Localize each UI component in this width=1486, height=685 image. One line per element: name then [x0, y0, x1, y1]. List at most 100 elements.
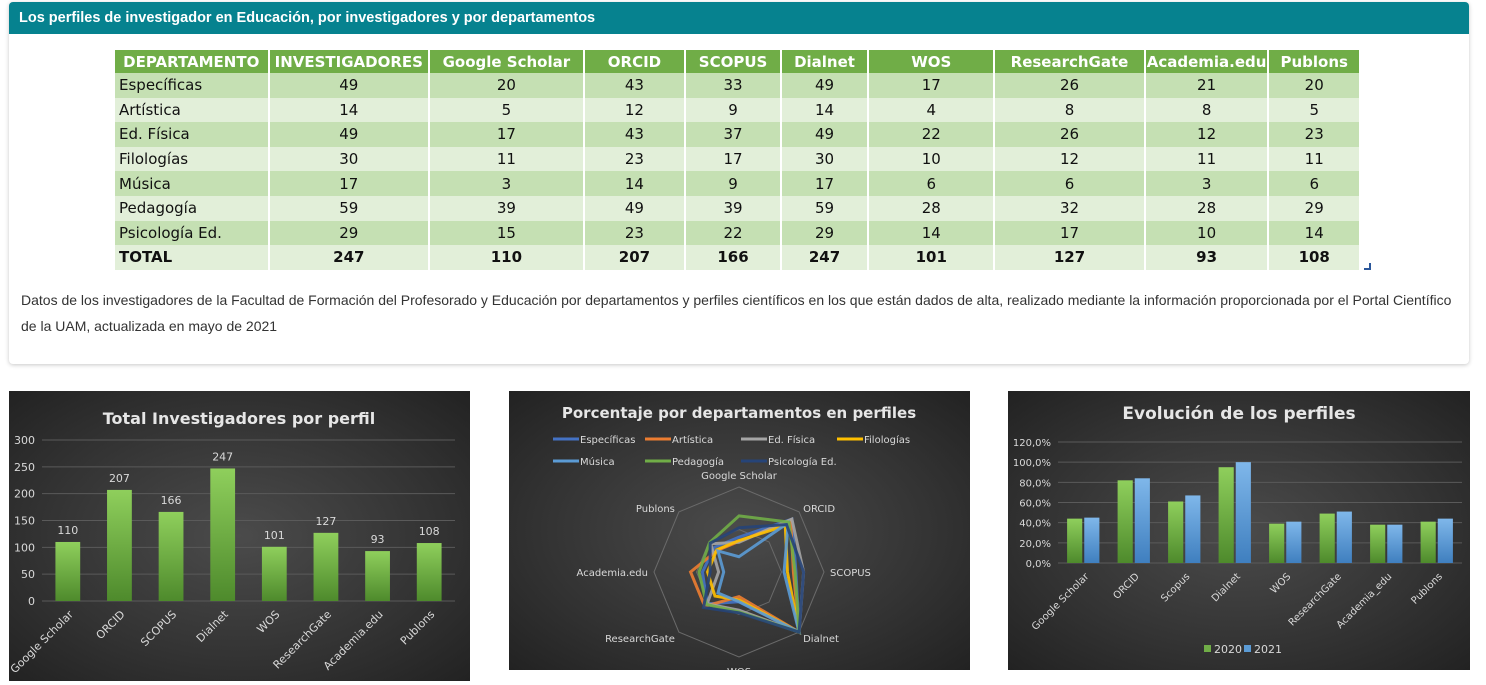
table-row: Artística 14 5 12 9 14 4 8 8 5	[115, 97, 1361, 123]
y-tick-label: 0	[28, 595, 35, 608]
bar	[1319, 513, 1335, 563]
chart-evolution-panel: Evolución de los perfiles 0,0% 20,0% 40,0% 6…	[1008, 391, 1470, 670]
radar-axis-label: ResearchGate	[605, 634, 675, 645]
x-tick-label: Scopus	[1159, 571, 1192, 604]
department-cell: TOTAL	[115, 245, 270, 270]
data-label: 93	[371, 533, 385, 546]
value-cell: 12	[583, 97, 687, 123]
value-cell: 23	[1268, 122, 1361, 147]
x-tick-label: ResearchGate	[1287, 571, 1344, 628]
x-tick-label: ORCID	[1111, 571, 1142, 602]
y-tick-label: 250	[14, 461, 35, 474]
legend-label: Pedagogía	[672, 456, 724, 468]
column-header: WOS	[868, 50, 996, 73]
bar	[1420, 521, 1436, 563]
column-header: Academia.edu	[1144, 50, 1270, 73]
value-cell: 8	[994, 97, 1146, 123]
info-card: Los perfiles de investigador en Educació…	[9, 2, 1469, 364]
value-cell: 32	[994, 195, 1146, 221]
x-tick-label: Google Scholar	[1030, 571, 1092, 633]
value-cell: 59	[268, 195, 431, 221]
bar	[1269, 523, 1285, 563]
radar-axis-label: Academia.edu	[577, 568, 648, 579]
data-label: 166	[161, 494, 182, 507]
department-cell: Pedagogía	[115, 195, 270, 221]
department-cell: Ed. Física	[115, 122, 270, 147]
value-cell: 14	[1268, 220, 1361, 246]
bar	[55, 541, 81, 601]
value-cell: 39	[429, 195, 585, 221]
table-wrapper: DEPARTAMENTO INVESTIGADORES Google Scholar…	[115, 50, 1371, 270]
value-cell: 10	[1144, 220, 1270, 246]
radar-axis-label: ORCID	[803, 504, 835, 515]
value-cell: 247	[780, 245, 870, 270]
x-tick-label: Dialnet	[194, 607, 232, 645]
table-caption: Datos de los investigadores de la Facult…	[21, 292, 1452, 334]
value-cell: 26	[994, 73, 1146, 98]
value-cell: 29	[780, 220, 870, 246]
y-tick-label: 20,0%	[1019, 539, 1051, 550]
chart-radar-panel: Porcentaje por departamentos en perfiles…	[509, 391, 970, 670]
value-cell: 3	[1144, 171, 1270, 196]
data-label: 110	[57, 524, 78, 537]
researchers-table: DEPARTAMENTO INVESTIGADORES Google Scholar…	[115, 50, 1361, 270]
value-cell: 6	[868, 171, 996, 196]
bar	[1387, 524, 1403, 563]
value-cell: 49	[583, 195, 687, 221]
table-row: Pedagogía 59 39 49 39 59 28 32 28 29	[115, 195, 1361, 221]
value-cell: 29	[1268, 195, 1361, 221]
data-label: 207	[109, 472, 130, 485]
bar	[1336, 511, 1352, 563]
data-label: 127	[315, 515, 336, 528]
column-header: Google Scholar	[429, 50, 585, 73]
value-cell: 17	[780, 171, 870, 196]
radar-axis-label: SCOPUS	[830, 568, 871, 579]
legend-swatch	[1204, 645, 1211, 652]
value-cell: 14	[868, 220, 996, 246]
card-title: Los perfiles de investigador en Educació…	[9, 2, 1469, 34]
value-cell: 108	[1268, 245, 1361, 270]
value-cell: 11	[1268, 146, 1361, 172]
value-cell: 20	[429, 73, 585, 98]
legend-label: Música	[580, 456, 615, 468]
legend-label: Artística	[672, 434, 713, 446]
column-header: SCOPUS	[685, 50, 782, 73]
bar	[365, 551, 390, 601]
legend-swatch	[1244, 645, 1251, 652]
value-cell: 23	[583, 220, 687, 246]
bar	[1168, 501, 1184, 563]
radar-axis-label: WOS	[727, 667, 751, 670]
value-cell: 207	[583, 245, 687, 270]
bar	[1218, 467, 1234, 563]
data-label: 101	[264, 529, 285, 542]
radar-series-line	[705, 517, 806, 635]
value-cell: 49	[780, 122, 870, 147]
value-cell: 39	[685, 195, 782, 221]
table-resize-handle	[1364, 262, 1371, 270]
table-total-row: TOTAL 247 110 207 166 247 101 127 93 108	[115, 245, 1361, 270]
chart-total-researchers: Total Investigadores por perfil 0 50 100 150…	[9, 409, 455, 676]
value-cell: 6	[1268, 171, 1361, 196]
y-tick-label: 50	[21, 568, 35, 581]
department-cell: Específicas	[115, 73, 270, 98]
value-cell: 4	[868, 97, 996, 123]
value-cell: 43	[583, 73, 687, 98]
value-cell: 10	[868, 146, 996, 172]
radar-grid-ring	[653, 486, 825, 658]
y-tick-label: 300	[14, 434, 35, 447]
bar	[313, 532, 339, 601]
radar-axis-label: Dialnet	[803, 634, 839, 645]
table-row: Psicología Ed. 29 15 23 22 29 14 17 10 14	[115, 220, 1361, 246]
value-cell: 14	[268, 97, 431, 123]
value-cell: 49	[268, 122, 431, 147]
bar	[1437, 518, 1453, 563]
chart-evolution-profiles: Evolución de los perfiles 0,0% 20,0% 40,0% 6…	[1013, 404, 1462, 656]
column-header: Publons	[1268, 50, 1361, 73]
y-tick-label: 100	[14, 541, 35, 554]
value-cell: 5	[1268, 97, 1361, 123]
bar	[261, 546, 287, 601]
legend-label: 2021	[1254, 643, 1282, 656]
chart-radar-departments: Porcentaje por departamentos en perfiles…	[553, 404, 916, 670]
value-cell: 26	[994, 122, 1146, 147]
value-cell: 247	[268, 245, 431, 270]
